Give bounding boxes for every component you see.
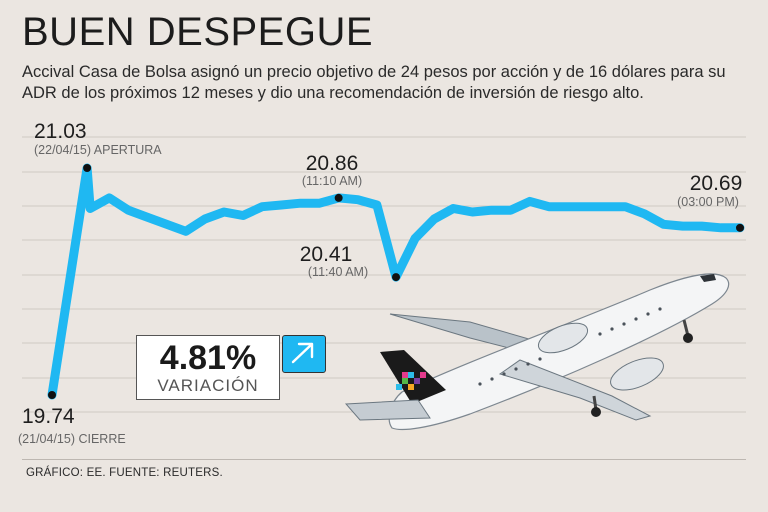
data-points xyxy=(48,164,744,399)
data-label-detail: (03:00 PM) xyxy=(677,195,739,209)
data-label-value: 19.74 xyxy=(22,405,75,428)
variation-value: 4.81% xyxy=(159,339,257,377)
chart-title: BUEN DESPEGUE xyxy=(22,10,374,54)
data-label-value: 21.03 xyxy=(34,120,87,143)
data-point xyxy=(48,391,56,399)
airplane-engine-near xyxy=(610,357,664,391)
airplane-tail-logo xyxy=(396,372,426,390)
data-label-value: 20.69 xyxy=(690,172,743,195)
data-label-detail: (22/04/15) APERTURA xyxy=(34,143,162,157)
data-label-detail: (21/04/15) CIERRE xyxy=(18,432,126,446)
airplane-windows xyxy=(478,307,662,386)
data-label-value: 20.86 xyxy=(306,152,359,175)
chart-subtitle: Accival Casa de Bolsa asignó un precio o… xyxy=(22,63,726,102)
airplane-stabilizer xyxy=(344,399,431,421)
airplane-wheel xyxy=(591,407,601,417)
data-point xyxy=(334,193,343,202)
variation-box: 4.81% VARIACIÓN xyxy=(136,335,280,400)
source-credit: GRÁFICO: EE. FUENTE: REUTERS. xyxy=(26,467,223,479)
airplane-cockpit xyxy=(700,274,716,282)
airplane-near-wing xyxy=(498,359,652,421)
airplane-engine-far xyxy=(537,322,589,354)
data-point xyxy=(392,273,400,282)
data-point xyxy=(736,223,744,232)
data-labels: 21.03(22/04/15) APERTURA 20.86(11:10 AM) 2… xyxy=(18,120,742,446)
data-point xyxy=(83,164,92,172)
airplane-wheel xyxy=(683,333,693,343)
airplane-photo xyxy=(344,273,730,431)
data-label-value: 20.41 xyxy=(300,243,353,266)
data-label-detail: (11:40 AM) xyxy=(308,265,368,279)
arrow-up-right-icon xyxy=(282,335,326,373)
data-label-detail: (11:10 AM) xyxy=(302,174,362,188)
variation-label: VARIACIÓN xyxy=(157,376,259,395)
footer-divider xyxy=(22,459,746,460)
